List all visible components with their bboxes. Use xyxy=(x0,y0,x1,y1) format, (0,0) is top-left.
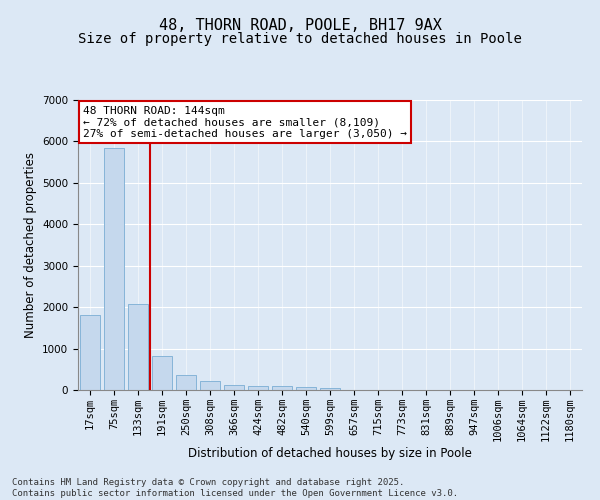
Bar xyxy=(152,356,172,390)
Bar xyxy=(224,385,244,390)
Bar xyxy=(272,386,292,390)
X-axis label: Distribution of detached houses by size in Poole: Distribution of detached houses by size … xyxy=(188,447,472,460)
Bar xyxy=(104,148,124,390)
Bar xyxy=(200,381,220,390)
Text: Size of property relative to detached houses in Poole: Size of property relative to detached ho… xyxy=(78,32,522,46)
Text: Contains HM Land Registry data © Crown copyright and database right 2025.
Contai: Contains HM Land Registry data © Crown c… xyxy=(12,478,458,498)
Bar xyxy=(80,316,100,390)
Bar xyxy=(248,386,268,390)
Y-axis label: Number of detached properties: Number of detached properties xyxy=(23,152,37,338)
Text: 48, THORN ROAD, POOLE, BH17 9AX: 48, THORN ROAD, POOLE, BH17 9AX xyxy=(158,18,442,32)
Bar xyxy=(176,375,196,390)
Text: 48 THORN ROAD: 144sqm
← 72% of detached houses are smaller (8,109)
27% of semi-d: 48 THORN ROAD: 144sqm ← 72% of detached … xyxy=(83,106,407,139)
Bar xyxy=(320,388,340,390)
Bar xyxy=(128,304,148,390)
Bar xyxy=(296,388,316,390)
